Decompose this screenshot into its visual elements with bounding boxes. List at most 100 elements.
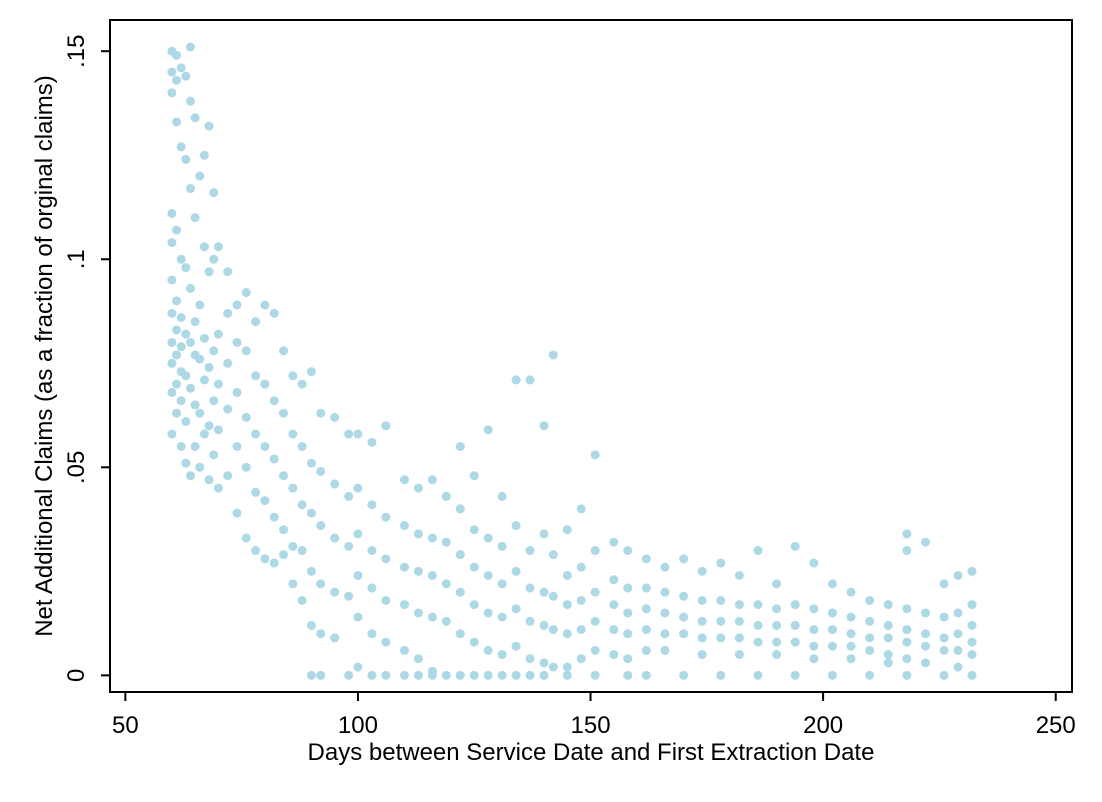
point <box>204 362 214 372</box>
point <box>316 670 326 680</box>
point <box>185 337 195 347</box>
point <box>883 620 893 630</box>
point <box>967 620 977 630</box>
point <box>381 595 391 605</box>
point <box>306 458 316 468</box>
point <box>204 267 214 277</box>
point <box>455 550 465 560</box>
point <box>576 562 586 572</box>
point <box>269 396 279 406</box>
point <box>697 650 707 660</box>
point <box>185 184 195 194</box>
point <box>697 633 707 643</box>
point <box>883 650 893 660</box>
point <box>399 521 409 531</box>
point <box>316 521 326 531</box>
point <box>172 325 182 335</box>
point <box>590 546 600 556</box>
point <box>316 629 326 639</box>
point <box>590 670 600 680</box>
point <box>199 429 209 439</box>
point <box>576 625 586 635</box>
point <box>497 612 507 622</box>
point <box>967 670 977 680</box>
point <box>167 88 177 98</box>
point <box>181 329 191 339</box>
point <box>902 604 912 614</box>
point <box>469 600 479 610</box>
point <box>809 604 819 614</box>
point <box>167 337 177 347</box>
point <box>260 379 270 389</box>
point <box>483 670 493 680</box>
point <box>344 491 354 501</box>
point <box>413 529 423 539</box>
point <box>883 600 893 610</box>
point <box>679 612 689 622</box>
point <box>772 620 782 630</box>
point <box>623 583 633 593</box>
point <box>497 491 507 501</box>
point <box>525 583 535 593</box>
point <box>469 637 479 647</box>
point <box>353 612 363 622</box>
point <box>441 537 451 547</box>
point <box>172 379 182 389</box>
point <box>697 566 707 576</box>
x-tick-label: 150 <box>571 712 611 739</box>
point <box>967 650 977 660</box>
point <box>548 350 558 360</box>
point <box>455 629 465 639</box>
point <box>223 404 233 414</box>
point <box>548 591 558 601</box>
point <box>213 483 223 493</box>
point <box>562 662 572 672</box>
point <box>279 346 289 356</box>
x-tick-label: 250 <box>1036 712 1076 739</box>
point <box>427 612 437 622</box>
point <box>232 508 242 518</box>
point <box>316 466 326 476</box>
point <box>827 579 837 589</box>
point <box>609 650 619 660</box>
point <box>865 670 875 680</box>
point <box>209 254 219 264</box>
point <box>190 317 200 327</box>
point <box>241 346 251 356</box>
point <box>176 442 186 452</box>
point <box>190 442 200 452</box>
point <box>809 558 819 568</box>
point <box>846 612 856 622</box>
point <box>846 654 856 664</box>
point <box>260 554 270 564</box>
point <box>181 154 191 164</box>
point <box>753 620 763 630</box>
point <box>399 670 409 680</box>
point <box>562 600 572 610</box>
point <box>590 587 600 597</box>
point <box>641 604 651 614</box>
point <box>902 637 912 647</box>
point <box>753 670 763 680</box>
point <box>172 408 182 418</box>
point <box>753 546 763 556</box>
point <box>525 546 535 556</box>
point <box>590 645 600 655</box>
point <box>251 371 261 381</box>
point <box>576 504 586 514</box>
point <box>381 512 391 522</box>
point <box>213 379 223 389</box>
point <box>623 654 633 664</box>
point <box>660 645 670 655</box>
point <box>455 504 465 514</box>
point <box>716 616 726 626</box>
point <box>306 566 316 576</box>
point <box>497 541 507 551</box>
point <box>204 475 214 485</box>
point <box>609 575 619 585</box>
point <box>920 658 930 668</box>
point <box>827 641 837 651</box>
point <box>846 641 856 651</box>
point <box>772 579 782 589</box>
point <box>623 608 633 618</box>
